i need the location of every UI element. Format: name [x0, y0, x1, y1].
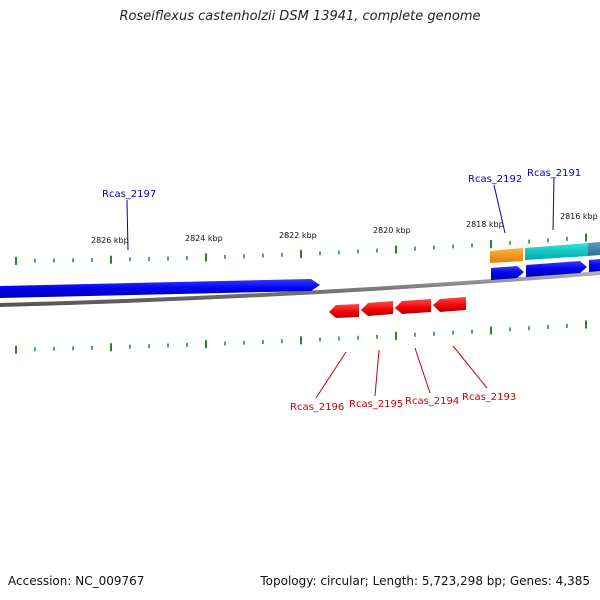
gene-label-rcas-2192[interactable]: Rcas_2192 — [468, 174, 522, 185]
reverse-gene-rcas-2195[interactable] — [361, 301, 393, 316]
scale-label: 2826 kbp — [91, 236, 129, 245]
label-leader-line — [552, 177, 555, 231]
feature-cyan[interactable] — [525, 243, 588, 260]
label-leader-line — [452, 345, 488, 389]
gene-label-rcas-2193[interactable]: Rcas_2193 — [462, 392, 516, 403]
reverse-gene-rcas-2193[interactable] — [433, 297, 466, 312]
genome-title: Roseiflexus castenholzii DSM 13941, comp… — [119, 9, 481, 24]
scale-label: 2818 kbp — [466, 220, 504, 229]
genome-backbone — [0, 271, 600, 307]
forward-gene-rcas-2197[interactable] — [0, 279, 320, 298]
gene-label-rcas-2195[interactable]: Rcas_2195 — [349, 399, 403, 410]
gene-label-rcas-2197[interactable]: Rcas_2197 — [102, 189, 156, 200]
scale-label: 2820 kbp — [373, 226, 411, 235]
gene-label-rcas-2196[interactable]: Rcas_2196 — [290, 402, 344, 413]
label-leader-line — [315, 351, 347, 399]
gene-label-rcas-2194[interactable]: Rcas_2194 — [405, 396, 459, 407]
reverse-gene-rcas-2196[interactable] — [329, 304, 359, 318]
forward-gene-rcas-2191[interactable] — [526, 261, 587, 277]
lower-tick-row — [15, 320, 587, 354]
forward-gene-rcas-2192[interactable] — [491, 266, 524, 280]
label-leader-line — [374, 349, 380, 397]
upper-tick-row — [15, 233, 587, 265]
gene-label-rcas-2191[interactable]: Rcas_2191 — [527, 168, 581, 179]
reverse-gene-rcas-2194[interactable] — [395, 299, 431, 314]
scale-label: 2824 kbp — [185, 234, 223, 243]
forward-gene-edge[interactable] — [589, 259, 600, 272]
label-leader-line — [414, 347, 431, 394]
scale-label: 2816 kbp — [560, 212, 598, 221]
label-leader-line — [126, 199, 129, 251]
genome-summary: Topology: circular; Length: 5,723,298 bp… — [260, 574, 590, 588]
label-leader-line — [493, 184, 506, 234]
feature-orange[interactable] — [490, 248, 523, 263]
scale-label: 2822 kbp — [279, 231, 317, 240]
accession-label: Accession: NC_009767 — [8, 574, 145, 588]
feature-teal[interactable] — [588, 242, 600, 256]
